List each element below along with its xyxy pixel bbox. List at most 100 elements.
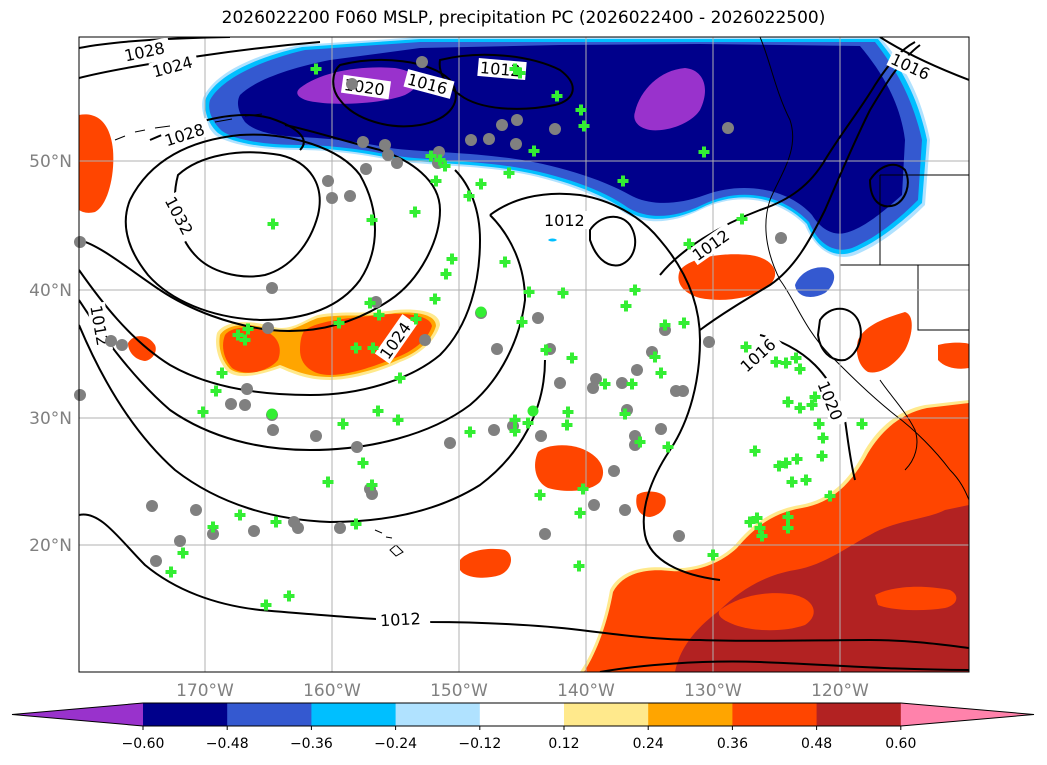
aleutian-islands [114,113,263,141]
station-plus-marker [197,406,209,418]
isobar-1016-loop [79,214,527,452]
isobar-1012-south-2 [599,660,969,672]
map-frame [78,36,970,673]
station-plus-marker [800,474,812,486]
station-plus-marker [434,154,446,166]
station-dot-marker [527,405,539,417]
station-plus-marker [773,460,785,472]
station-dot-marker [266,408,278,420]
station-plus-marker [751,512,763,524]
isobar-1012-east-coast [868,163,909,208]
station-circle-marker [74,236,86,248]
station-circle-marker [722,122,734,134]
station-plus-marker [499,256,511,268]
station-plus-marker [790,352,802,364]
station-plus-marker [740,341,752,353]
station-plus-marker [534,489,546,501]
station-plus-marker [561,419,573,431]
station-circle-marker [673,530,685,542]
station-circle-marker [248,525,260,537]
colorbar-segment [648,703,733,726]
station-plus-marker [270,516,282,528]
latitude-labels: 50°N 40°N 30°N 20°N [29,152,72,556]
station-plus-marker [678,317,690,329]
isobar-1012-ne [659,41,916,276]
station-plus-marker [782,522,794,534]
colorbar-segment [395,703,481,726]
station-plus-marker [574,507,586,519]
station-plus-marker [551,90,563,102]
station-plus-marker [794,363,806,375]
isobar-1008-north [438,53,574,110]
station-plus-marker [446,253,458,265]
station-circle-marker [444,437,456,449]
station-plus-marker [578,120,590,132]
station-plus-marker [856,418,868,430]
station-circle-marker [616,377,628,389]
station-circle-marker [292,522,304,534]
station-circle-marker [225,398,237,410]
station-circle-marker [539,528,551,540]
station-circle-marker [775,232,787,244]
station-circle-marker [379,139,391,151]
state-border-1 [880,174,969,331]
station-plus-marker [770,356,782,368]
station-circle-marker [146,500,158,512]
station-plus-marker [634,436,646,448]
station-circle-marker [416,56,428,68]
station-plus-marker [177,547,189,559]
station-plus-marker [372,405,384,417]
station-circle-marker [483,133,495,145]
station-plus-marker [573,560,585,572]
neg-blob-west [548,238,557,242]
station-plus-marker [619,408,631,420]
colorbar-tick-label: −0.12 [458,736,501,752]
colorbar-segment [732,703,818,726]
lon-label: 120°W [811,681,869,701]
station-plus-marker [503,167,515,179]
station-plus-marker [239,334,251,346]
station-plus-marker [813,418,825,430]
map-title: 2026022200 F060 MSLP, precipitation PC (… [221,8,826,28]
station-plus-marker [283,590,295,602]
station-circle-marker [190,504,202,516]
station-plus-marker [322,476,334,488]
station-plus-marker [310,63,322,75]
station-plus-marker [577,483,589,495]
coastline-baja [879,379,918,471]
station-plus-marker [439,160,451,172]
colorbar-tick-label: 0.48 [801,736,832,752]
station-circle-marker [488,424,500,436]
station-circle-marker [310,430,322,442]
station-circle-marker [322,175,334,187]
contour-label: 1012 [479,58,521,80]
station-circle-marker [326,192,338,204]
station-plus-marker [463,190,475,202]
station-circle-marker [262,322,274,334]
station-circle-marker [549,123,561,135]
station-plus-marker [366,479,378,491]
isobar-1020-loop [79,169,482,397]
station-plus-marker [626,378,638,390]
station-plus-marker [232,329,244,341]
station-plus-marker [440,268,452,280]
station-plus-marker [599,378,611,390]
lat-label: 30°N [29,409,72,429]
station-plus-marker [791,453,803,465]
station-circle-marker [554,377,566,389]
pos-south-oval [460,548,512,578]
isobar-1024-north [79,41,321,79]
isobar-1016-loop-east [816,307,862,362]
station-plus-marker [234,509,246,521]
station-circle-marker [655,423,667,435]
station-plus-marker [780,457,792,469]
coastlines [114,37,969,557]
station-plus-marker [780,357,792,369]
isobar-1028-loop [124,133,376,322]
station-plus-marker [754,522,766,534]
pos-coast-blob-2 [938,342,969,369]
station-circle-marker [590,373,602,385]
station-plus-marker [806,399,818,411]
gridlines [79,37,969,672]
station-plus-marker [557,287,569,299]
